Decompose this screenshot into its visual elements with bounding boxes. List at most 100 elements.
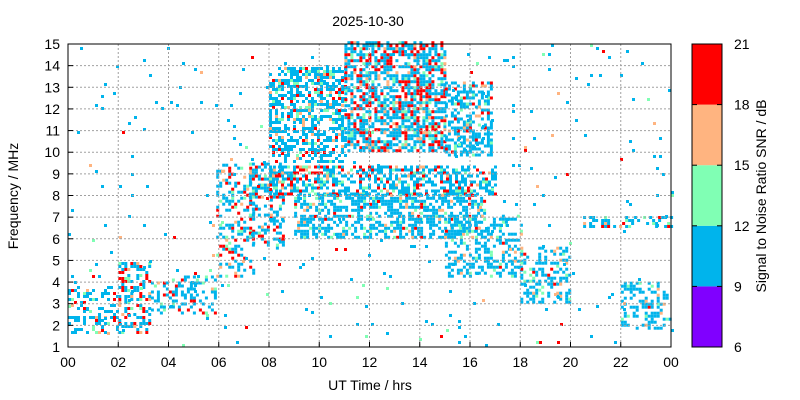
snr-cell — [413, 189, 416, 193]
snr-cell — [473, 189, 476, 193]
snr-cell — [641, 302, 645, 306]
snr-cell — [658, 216, 662, 219]
snr-cell — [486, 117, 490, 121]
snr-cell — [248, 201, 252, 205]
snr-cell — [303, 220, 307, 224]
snr-cell — [242, 68, 245, 71]
snr-cell — [243, 208, 247, 212]
snr-cell — [416, 183, 419, 187]
snr-cell — [128, 299, 131, 302]
snr-cell — [419, 98, 423, 102]
snr-cell — [372, 226, 376, 230]
snr-cell — [623, 284, 627, 288]
snr-cell — [189, 284, 193, 288]
snr-cell — [377, 183, 380, 187]
snr-cell — [389, 53, 393, 57]
snr-cell — [77, 292, 80, 295]
snr-cell — [509, 248, 512, 251]
snr-cell — [386, 165, 389, 169]
x-tick-label: 04 — [161, 354, 177, 370]
snr-cell — [225, 244, 229, 248]
snr-cell — [281, 177, 285, 181]
snr-cell — [278, 222, 282, 226]
snr-cell — [380, 168, 383, 172]
snr-cell — [71, 304, 74, 307]
snr-cell — [365, 59, 369, 63]
snr-cell — [309, 226, 313, 230]
snr-cell — [323, 145, 326, 148]
snr-cell — [440, 92, 444, 96]
snr-cell — [368, 74, 372, 78]
snr-cell — [383, 47, 387, 51]
snr-cell — [299, 109, 302, 112]
snr-cell — [437, 140, 441, 144]
snr-cell — [335, 133, 338, 136]
snr-cell — [200, 71, 203, 74]
snr-cell — [237, 253, 241, 257]
snr-cell — [486, 90, 490, 94]
snr-cell — [395, 71, 399, 75]
snr-cell — [239, 92, 242, 95]
snr-cell — [359, 59, 363, 63]
snr-cell — [523, 279, 527, 283]
snr-cell — [127, 295, 131, 298]
snr-cell — [486, 259, 490, 263]
snr-cell — [474, 229, 478, 233]
snr-cell — [474, 105, 478, 109]
snr-cell — [383, 53, 387, 57]
snr-cell — [413, 128, 417, 132]
snr-cell — [204, 296, 208, 300]
snr-cell — [425, 68, 429, 72]
snr-cell — [329, 302, 332, 305]
snr-cell — [419, 56, 423, 60]
snr-cell — [422, 71, 426, 75]
snr-cell — [417, 193, 421, 197]
snr-cell — [431, 122, 435, 126]
snr-cell — [344, 68, 348, 72]
snr-cell — [275, 121, 278, 124]
snr-cell — [281, 152, 284, 155]
snr-cell — [447, 274, 451, 278]
snr-cell — [350, 110, 354, 114]
snr-cell — [419, 44, 423, 48]
snr-cell — [381, 199, 385, 203]
snr-cell — [656, 287, 660, 291]
snr-cell — [559, 294, 563, 298]
snr-cell — [326, 85, 329, 88]
snr-cell — [92, 325, 95, 328]
snr-cell — [437, 68, 441, 72]
snr-cell — [329, 168, 332, 172]
snr-cell — [434, 98, 438, 102]
snr-cell — [124, 289, 128, 292]
snr-cell — [329, 106, 332, 109]
snr-cell — [443, 74, 447, 78]
snr-cell — [333, 214, 337, 218]
snr-cell — [272, 130, 275, 133]
snr-cell — [410, 134, 414, 138]
snr-cell — [290, 91, 293, 94]
snr-cell — [89, 269, 92, 272]
snr-cell — [275, 180, 279, 184]
snr-cell — [294, 232, 298, 236]
snr-cell — [263, 165, 267, 169]
snr-cell — [315, 235, 319, 239]
snr-cell — [486, 81, 490, 85]
snr-cell — [362, 171, 365, 175]
snr-cell — [623, 314, 627, 318]
snr-cell — [127, 277, 131, 280]
snr-cell — [338, 91, 341, 94]
snr-cell — [483, 244, 487, 248]
snr-cell — [477, 132, 481, 136]
snr-cell — [510, 247, 514, 251]
snr-cell — [321, 220, 325, 224]
snr-cell — [335, 177, 338, 181]
snr-cell — [449, 180, 452, 184]
snr-cell — [452, 89, 455, 92]
snr-cell — [413, 65, 417, 69]
snr-cell — [356, 44, 360, 48]
snr-cell — [458, 183, 461, 187]
snr-cell — [326, 109, 329, 112]
x-tick-label: 16 — [462, 354, 478, 370]
snr-cell — [452, 171, 455, 175]
snr-cell — [516, 238, 520, 242]
